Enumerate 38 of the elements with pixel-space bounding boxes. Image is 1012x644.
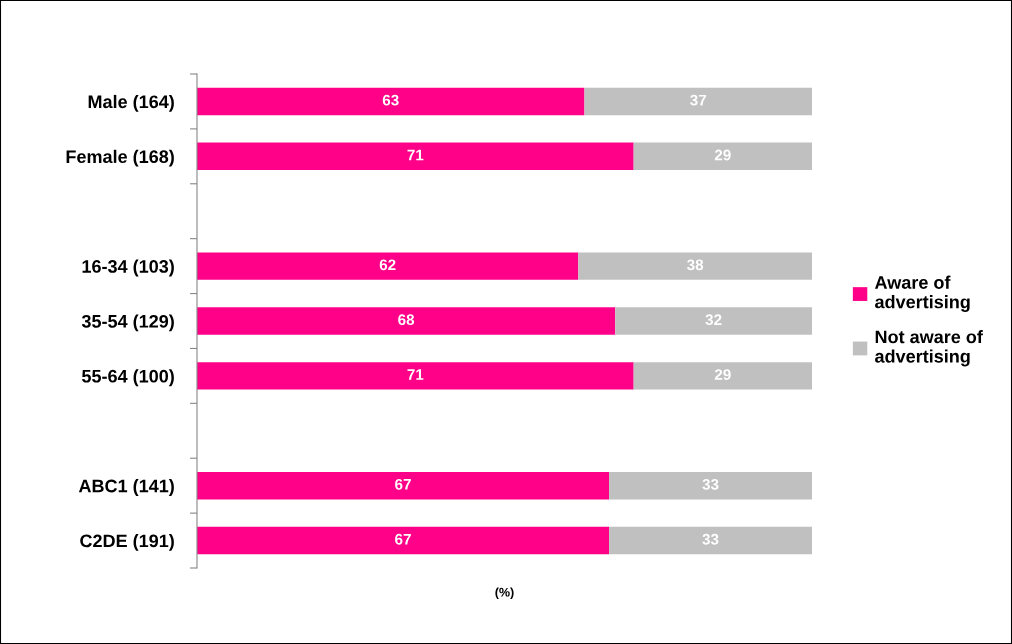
y-tick-label: 35-54 (129)	[81, 314, 174, 332]
bar	[578, 252, 812, 280]
data-label: 71	[407, 149, 424, 161]
bar	[197, 142, 634, 171]
y-tick-label: Male (164)	[88, 94, 174, 112]
legend-label: Not aware of advertising	[875, 330, 983, 367]
bar	[584, 87, 812, 116]
bar	[615, 307, 812, 335]
y-tick-label: C2DE (191)	[80, 534, 174, 551]
x-axis-title: (%)	[495, 587, 514, 600]
bar	[633, 362, 812, 390]
legend-label: Aware of advertising	[874, 275, 970, 312]
bar	[197, 307, 616, 335]
data-label: 33	[702, 478, 719, 490]
y-tick-label: Female (168)	[66, 149, 174, 167]
data-label: 67	[395, 478, 411, 490]
bar	[609, 471, 812, 500]
y-tick-label: 16-34 (103)	[82, 259, 174, 277]
bar	[197, 362, 634, 390]
data-label: 29	[714, 369, 731, 380]
y-tick-label: ABC1 (141)	[78, 479, 174, 496]
bar	[197, 526, 610, 555]
data-label: 32	[705, 314, 722, 326]
data-label: 71	[407, 369, 424, 380]
data-label: 63	[382, 94, 399, 106]
bar	[609, 526, 812, 555]
bar	[197, 471, 610, 500]
data-label: 37	[690, 94, 707, 106]
bar	[197, 252, 579, 280]
data-label: 29	[714, 149, 731, 161]
data-label: 38	[687, 259, 704, 271]
data-label: 33	[702, 533, 719, 545]
bar	[197, 87, 585, 116]
data-label: 67	[395, 533, 411, 545]
data-label: 62	[379, 259, 396, 271]
y-tick-label: 55-64 (100)	[82, 369, 174, 387]
bar	[633, 142, 812, 171]
data-label: 68	[398, 314, 415, 326]
